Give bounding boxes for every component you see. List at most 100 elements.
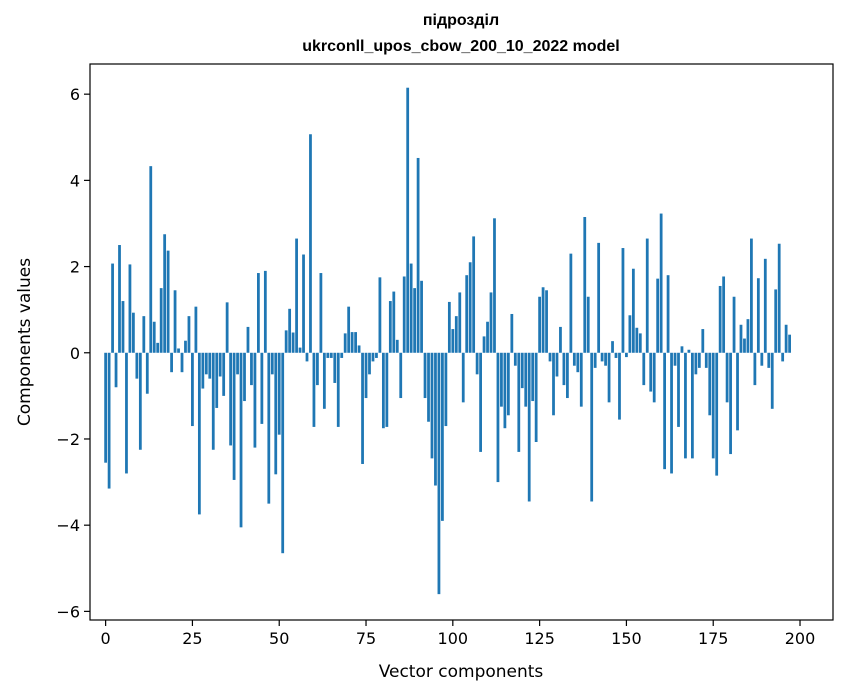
bar-133: [566, 352, 569, 399]
bar-187: [753, 352, 757, 386]
bar-85: [399, 352, 403, 399]
bar-64: [326, 352, 330, 358]
bar-196: [784, 324, 788, 353]
bars-group: [104, 87, 791, 595]
bar-150: [625, 352, 628, 358]
bar-161: [663, 352, 666, 470]
bar-45: [260, 352, 264, 424]
bar-12: [145, 352, 149, 394]
bar-6: [125, 352, 128, 474]
bar-106: [472, 236, 476, 353]
x-tick-label: 200: [785, 629, 816, 648]
bar-82: [388, 301, 392, 353]
bar-67: [336, 352, 340, 427]
y-axis-label: Components values: [15, 258, 35, 426]
bar-56: [298, 347, 302, 353]
bar-129: [552, 352, 555, 416]
bar-66: [333, 352, 337, 383]
bar-14: [152, 321, 156, 353]
bar-162: [666, 275, 670, 353]
bar-144: [604, 352, 607, 366]
bar-190: [763, 258, 767, 353]
bar-79: [378, 277, 382, 353]
x-axis-label: Vector components: [379, 662, 544, 682]
bar-46: [263, 270, 267, 353]
bar-38: [236, 352, 239, 375]
bar-181: [732, 296, 736, 353]
bar-69: [343, 333, 347, 353]
bar-24: [187, 316, 191, 353]
y-tick-label: 6: [70, 85, 80, 104]
bar-18: [166, 250, 170, 353]
bar-147: [614, 352, 618, 358]
bar-72: [354, 332, 357, 353]
x-ticks-group: 0 25 50 75 100 125 150 175 200: [101, 620, 816, 648]
bar-109: [482, 336, 486, 353]
bar-87: [406, 87, 410, 353]
bar-110: [486, 321, 489, 353]
bar-29: [204, 352, 208, 375]
bar-59: [309, 134, 312, 353]
bar-52: [284, 330, 288, 353]
bar-23: [184, 340, 187, 353]
bar-28: [201, 352, 205, 389]
bar-138: [583, 217, 587, 353]
bar-186: [750, 238, 753, 353]
bar-94: [430, 352, 434, 459]
bar-49: [274, 352, 278, 475]
bar-34: [222, 352, 226, 396]
bar-103: [461, 352, 465, 403]
bar-1: [107, 352, 111, 489]
bar-10: [138, 352, 142, 450]
bar-16: [159, 288, 163, 353]
bar-191: [767, 352, 771, 368]
x-tick-label: 125: [524, 629, 555, 648]
bar-157: [649, 352, 653, 392]
bar-167: [684, 352, 687, 459]
x-tick-label: 50: [269, 629, 289, 648]
bar-139: [586, 296, 590, 353]
bar-35: [225, 302, 229, 353]
bar-194: [777, 243, 781, 353]
bar-131: [559, 326, 562, 353]
bar-160: [659, 213, 663, 353]
y-tick-label: 4: [70, 171, 80, 190]
bar-80: [381, 352, 385, 429]
bar-75: [364, 352, 368, 399]
bar-125: [538, 296, 542, 353]
bar-15: [156, 342, 160, 353]
bar-8: [132, 312, 135, 353]
bar-170: [694, 352, 698, 375]
chart-title-line-1: підрозділ: [423, 12, 499, 29]
bar-179: [725, 352, 729, 403]
bar-98: [444, 352, 448, 427]
bar-149: [621, 248, 625, 353]
bar-154: [638, 333, 642, 353]
bar-57: [302, 254, 305, 353]
x-tick-label: 100: [438, 629, 469, 648]
bar-91: [420, 280, 423, 353]
bar-21: [177, 348, 180, 353]
bar-47: [267, 352, 271, 504]
bar-63: [322, 352, 326, 409]
chart-title-line-2: ukrconll_upos_cbow_200_10_2022 model: [302, 38, 619, 55]
bar-174: [708, 352, 712, 416]
bar-53: [288, 308, 292, 353]
bar-25: [191, 352, 194, 427]
bar-78: [375, 352, 378, 358]
bar-3: [114, 352, 118, 388]
bar-26: [194, 306, 198, 353]
bar-97: [441, 352, 444, 521]
bar-51: [281, 352, 285, 554]
bar-158: [652, 352, 656, 403]
bar-100: [451, 329, 455, 353]
bar-153: [635, 327, 639, 353]
bar-115: [503, 352, 507, 429]
bar-55: [295, 238, 298, 353]
bar-192: [770, 352, 774, 409]
bar-128: [548, 352, 552, 362]
bar-135: [572, 352, 576, 366]
bar-142: [597, 242, 601, 353]
bar-134: [569, 253, 573, 353]
